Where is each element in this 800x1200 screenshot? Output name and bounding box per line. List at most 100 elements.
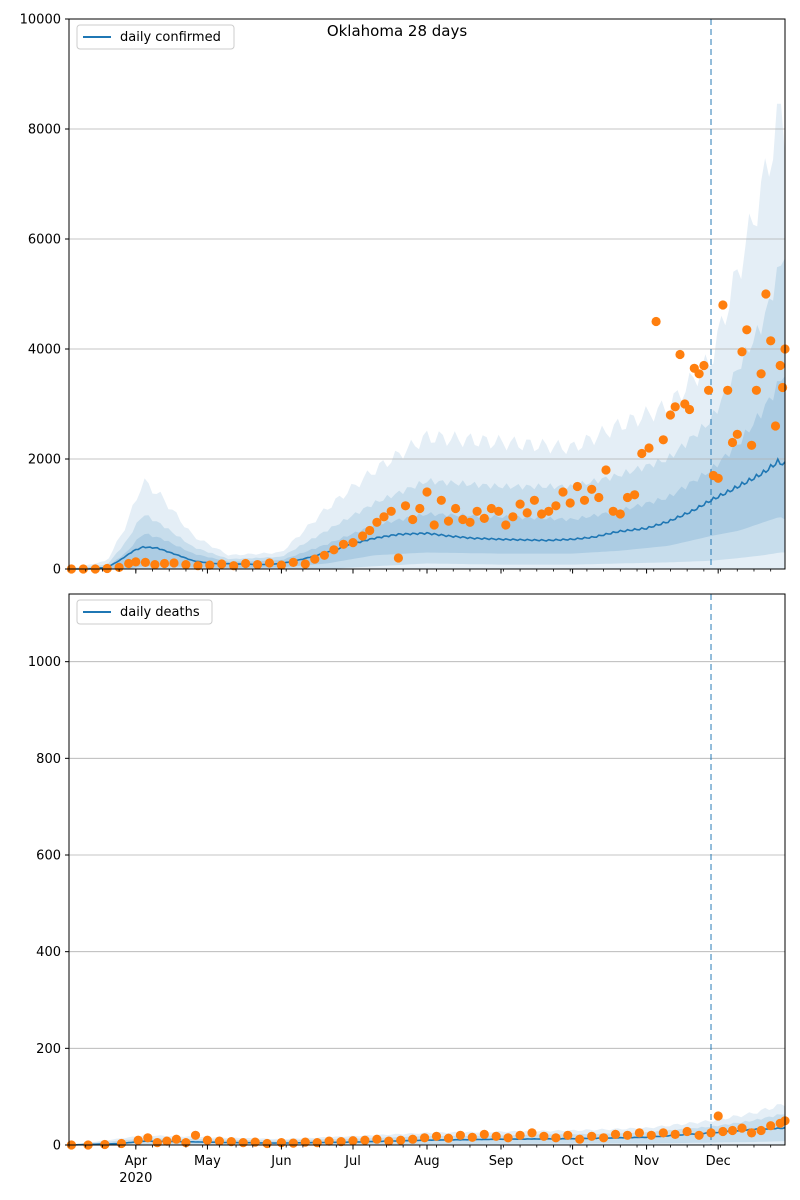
confirmed-observed-point bbox=[193, 561, 203, 571]
confirmed-observed-point bbox=[778, 382, 788, 393]
confirmed-observed-point bbox=[393, 553, 403, 563]
confirmed-y-ticks: 0 2000 4000 6000 8000 10000 bbox=[20, 13, 69, 578]
legend-label-daily-deaths: daily deaths bbox=[120, 605, 200, 620]
confirmed-observed-point bbox=[348, 538, 358, 548]
deaths-observed-point bbox=[634, 1128, 645, 1138]
confirmed-observed-point bbox=[622, 492, 633, 503]
deaths-observed-point bbox=[622, 1130, 633, 1140]
confirmed-observed-point bbox=[276, 560, 286, 570]
deaths-observed-point bbox=[262, 1138, 272, 1149]
confirmed-observed-point bbox=[699, 360, 709, 371]
confirmed-y-tick-label: 4000 bbox=[28, 343, 61, 358]
deaths-observed-point bbox=[575, 1134, 585, 1144]
confirmed-observed-point bbox=[579, 495, 590, 505]
confirmed-observed-point bbox=[319, 550, 329, 560]
deaths-observed-point bbox=[143, 1133, 153, 1143]
deaths-observed-point bbox=[766, 1121, 776, 1131]
confirmed-observed-point bbox=[310, 554, 320, 564]
confirmed-observed-point bbox=[572, 481, 583, 492]
confirmed-observed-point bbox=[529, 495, 540, 505]
deaths-y-tick-label: 200 bbox=[36, 1042, 61, 1057]
deaths-y-tick-label: 1000 bbox=[28, 655, 61, 670]
confirmed-observed-point bbox=[522, 508, 532, 518]
deaths-observed-point bbox=[408, 1134, 418, 1144]
confirmed-observed-point bbox=[451, 503, 461, 514]
deaths-observed-point bbox=[491, 1131, 501, 1141]
confirmed-observed-point bbox=[637, 448, 647, 459]
deaths-observed-point bbox=[324, 1136, 334, 1146]
deaths-observed-point bbox=[551, 1133, 561, 1143]
confirmed-observed-point bbox=[114, 562, 124, 573]
deaths-observed-point bbox=[348, 1136, 358, 1146]
confirmed-observed-point bbox=[742, 325, 752, 335]
confirmed-observed-point bbox=[241, 558, 251, 569]
legend-box bbox=[76, 599, 213, 625]
deaths-observed-point bbox=[162, 1136, 172, 1146]
deaths-x-tick-label: Apr bbox=[125, 1154, 148, 1169]
deaths-observed-point bbox=[727, 1125, 738, 1136]
confirmed-observed-point bbox=[329, 545, 339, 555]
confirmed-observed-point bbox=[443, 516, 454, 526]
legend-label-daily-confirmed: daily confirmed bbox=[120, 30, 221, 45]
confirmed-observed-point bbox=[587, 484, 597, 494]
confirmed-observed-point bbox=[458, 514, 468, 525]
deaths-y-tick-label: 400 bbox=[36, 945, 61, 960]
confirmed-observed-point bbox=[169, 558, 179, 568]
confirmed-observed-point bbox=[300, 559, 310, 569]
confirmed-observed-point bbox=[181, 560, 191, 570]
deaths-x-tick-label: Sep bbox=[489, 1154, 514, 1169]
confirmed-observed-point bbox=[131, 557, 141, 567]
deaths-y-ticks: 0 200 400 600 800 1000 bbox=[28, 655, 69, 1154]
confirmed-observed-point bbox=[704, 385, 714, 395]
confirmed-observed-point bbox=[140, 557, 150, 568]
confirmed-observed-point bbox=[264, 558, 275, 568]
legend-box bbox=[76, 24, 235, 50]
confirmed-observed-point bbox=[675, 349, 685, 360]
confirmed-band-outer bbox=[69, 103, 785, 569]
confirmed-observed-point bbox=[644, 443, 654, 453]
deaths-observed-point bbox=[563, 1130, 573, 1140]
confirmed-observed-point bbox=[630, 490, 640, 500]
deaths-observed-point bbox=[515, 1130, 525, 1140]
deaths-x-tick-label: Jul bbox=[344, 1154, 361, 1169]
confirmed-observed-point bbox=[217, 559, 227, 569]
confirmed-observed-point bbox=[400, 501, 411, 511]
confirmed-observed-point bbox=[601, 465, 611, 475]
confirmed-observed-point bbox=[747, 440, 757, 450]
confirmed-observed-point bbox=[684, 404, 695, 415]
confirmed-observed-point bbox=[372, 517, 382, 527]
confirmed-observed-point bbox=[501, 520, 511, 530]
deaths-observed-point bbox=[479, 1129, 489, 1139]
deaths-observed-point bbox=[756, 1125, 766, 1136]
confirmed-y-tick-label: 8000 bbox=[28, 123, 61, 138]
chart-title: Oklahoma 28 days bbox=[327, 22, 468, 40]
deaths-x-tick-label: Dec bbox=[706, 1154, 731, 1169]
confirmed-legend: daily confirmed bbox=[76, 24, 235, 50]
deaths-observed-point bbox=[706, 1128, 716, 1138]
deaths-observed-point bbox=[133, 1135, 143, 1145]
deaths-legend: daily deaths bbox=[76, 599, 213, 625]
deaths-observed-point bbox=[670, 1129, 680, 1139]
confirmed-observed-point bbox=[727, 437, 738, 448]
confirmed-observed-point bbox=[494, 506, 504, 516]
confirmed-observed-point bbox=[665, 410, 676, 420]
confirmed-observed-point bbox=[658, 435, 668, 445]
confirmed-observed-point bbox=[594, 492, 604, 503]
deaths-observed-point bbox=[713, 1111, 723, 1121]
confirmed-panel: 0 2000 4000 6000 8000 10000 daily confirmed O… bbox=[20, 13, 790, 578]
deaths-y-tick-label: 0 bbox=[53, 1139, 61, 1154]
confirmed-median-series bbox=[69, 457, 786, 570]
confirmed-observed-point bbox=[124, 558, 134, 569]
confirmed-observed-point bbox=[429, 520, 439, 530]
deaths-observed-point bbox=[238, 1138, 248, 1148]
deaths-x-ticks: Apr 2020 May Jun Jul Aug Sep Oct Nov Dec bbox=[68, 1145, 772, 1186]
deaths-observed-point bbox=[300, 1137, 310, 1147]
deaths-observed-point bbox=[116, 1138, 127, 1149]
deaths-observed-point bbox=[718, 1126, 728, 1137]
confirmed-observed-point bbox=[436, 495, 446, 505]
deaths-observed-point bbox=[288, 1138, 298, 1148]
confirmed-observed-point bbox=[515, 499, 525, 509]
confirmed-observed-point bbox=[465, 517, 475, 527]
deaths-y-tick-label: 600 bbox=[36, 849, 61, 864]
